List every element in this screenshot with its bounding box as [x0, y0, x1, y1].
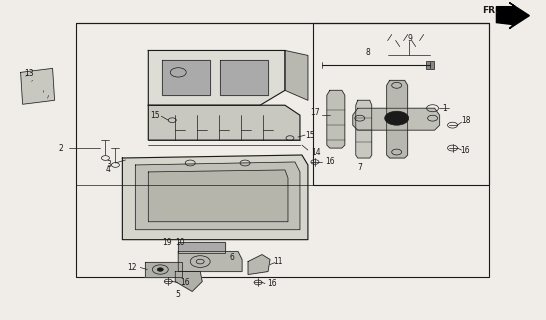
Polygon shape	[149, 51, 285, 105]
Text: 9: 9	[407, 34, 412, 43]
Text: 13: 13	[24, 69, 33, 78]
Polygon shape	[285, 51, 308, 100]
Polygon shape	[220, 60, 268, 95]
Polygon shape	[175, 271, 202, 292]
Polygon shape	[135, 162, 300, 230]
Text: 3: 3	[106, 160, 111, 170]
Bar	[313, 23, 489, 185]
Text: 5: 5	[176, 290, 181, 299]
Bar	[426, 61, 434, 69]
Text: 14: 14	[311, 148, 321, 156]
Circle shape	[385, 111, 408, 125]
Text: 15: 15	[151, 111, 160, 120]
Text: 19: 19	[163, 238, 172, 247]
Polygon shape	[496, 3, 529, 28]
Circle shape	[391, 115, 402, 121]
Polygon shape	[248, 255, 270, 275]
Polygon shape	[149, 105, 300, 140]
Polygon shape	[178, 242, 225, 252]
Text: 10: 10	[175, 238, 185, 247]
Text: 8: 8	[365, 48, 370, 57]
Text: FR.: FR.	[483, 6, 499, 15]
Text: 17: 17	[310, 108, 320, 117]
Polygon shape	[162, 60, 210, 95]
Text: 2: 2	[58, 144, 63, 153]
Text: 16: 16	[180, 278, 190, 287]
Text: 11: 11	[273, 257, 283, 266]
Text: 7: 7	[357, 164, 362, 172]
Text: 4: 4	[106, 165, 111, 174]
Polygon shape	[122, 155, 308, 240]
Text: 16: 16	[325, 157, 335, 166]
Text: 1: 1	[442, 104, 447, 113]
Polygon shape	[353, 108, 440, 130]
Text: 16: 16	[461, 146, 470, 155]
Polygon shape	[149, 170, 288, 222]
Polygon shape	[327, 90, 345, 148]
Text: 16: 16	[267, 279, 277, 288]
Text: 15: 15	[305, 131, 314, 140]
Polygon shape	[145, 261, 182, 277]
Polygon shape	[21, 68, 55, 104]
Text: 18: 18	[461, 116, 470, 125]
Circle shape	[157, 268, 163, 271]
Polygon shape	[178, 252, 242, 271]
Bar	[75, 23, 489, 277]
Text: 12: 12	[128, 263, 137, 272]
Polygon shape	[387, 80, 408, 158]
Polygon shape	[356, 100, 372, 158]
Text: 6: 6	[230, 253, 235, 262]
